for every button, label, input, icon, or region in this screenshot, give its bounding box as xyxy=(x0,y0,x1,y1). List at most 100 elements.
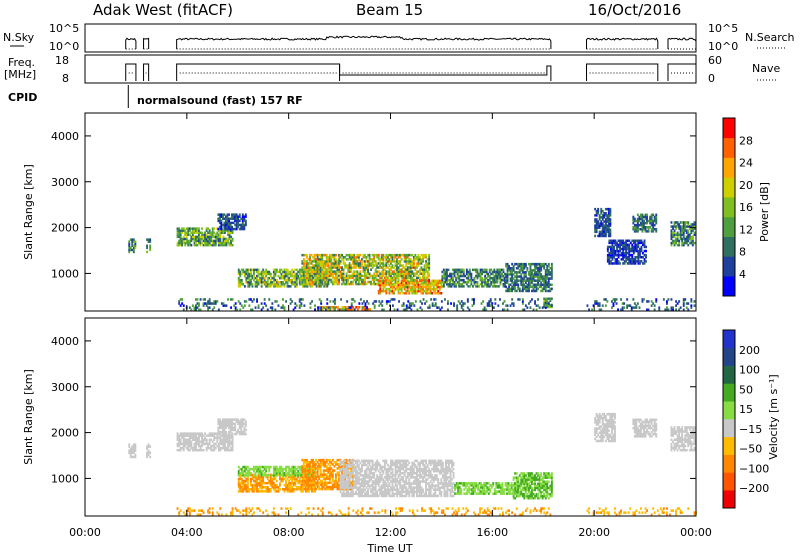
data-cell xyxy=(529,306,532,309)
data-cell xyxy=(459,268,462,272)
data-cell xyxy=(283,477,286,481)
data-cell xyxy=(237,481,240,485)
data-cell xyxy=(195,448,197,452)
data-cell xyxy=(129,246,132,250)
data-cell xyxy=(426,262,429,265)
data-cell xyxy=(306,262,308,265)
nsky-trace xyxy=(125,35,697,50)
data-cell xyxy=(251,490,254,493)
data-cell xyxy=(341,471,343,474)
data-cell xyxy=(344,476,347,479)
data-cell xyxy=(246,490,249,493)
data-cell xyxy=(235,432,238,436)
data-cell xyxy=(607,224,610,227)
data-cell xyxy=(538,271,541,274)
data-cell xyxy=(220,223,223,227)
data-cell xyxy=(544,299,547,302)
data-cell xyxy=(179,432,182,435)
data-cell xyxy=(304,272,307,275)
data-cell xyxy=(635,247,638,251)
data-cell xyxy=(237,285,240,288)
data-cell xyxy=(382,260,385,263)
data-cell xyxy=(400,281,403,285)
data-cell xyxy=(330,264,333,267)
data-cell xyxy=(594,207,597,211)
data-cell xyxy=(347,276,350,280)
data-cell xyxy=(178,231,181,234)
data-cell xyxy=(182,304,185,307)
data-cell xyxy=(610,239,612,242)
data-cell xyxy=(199,444,202,448)
data-cell xyxy=(440,292,443,295)
data-cell xyxy=(684,227,687,230)
data-cell xyxy=(386,253,389,257)
data-cell xyxy=(211,227,214,230)
data-cell xyxy=(234,223,237,227)
data-cell xyxy=(338,458,340,462)
data-cell xyxy=(529,269,532,272)
data-cell xyxy=(382,285,385,289)
data-cell xyxy=(608,260,611,263)
data-cell xyxy=(401,304,404,307)
data-cell xyxy=(327,266,330,269)
data-cell xyxy=(611,300,613,303)
data-cell xyxy=(222,213,224,216)
data-cell xyxy=(207,442,210,446)
nsearch-label: N.Search xyxy=(745,31,795,44)
data-cell xyxy=(687,235,690,239)
data-cell xyxy=(282,472,284,475)
data-cell xyxy=(376,272,379,275)
data-cell xyxy=(232,215,235,218)
data-cell xyxy=(196,440,199,444)
data-cell xyxy=(266,285,269,288)
data-cell xyxy=(291,477,294,481)
data-cell xyxy=(185,438,188,441)
data-cell xyxy=(283,272,286,276)
data-cell xyxy=(283,308,286,311)
data-cell xyxy=(228,231,231,234)
data-cell xyxy=(462,278,465,282)
data-cell xyxy=(178,233,181,236)
data-cell xyxy=(693,241,696,245)
data-cell xyxy=(241,422,244,425)
data-cell xyxy=(339,482,342,485)
data-cell xyxy=(547,273,550,276)
data-cell xyxy=(256,465,258,469)
data-cell xyxy=(224,304,226,307)
data-cell xyxy=(222,239,225,243)
data-cell xyxy=(202,448,205,452)
data-cell xyxy=(488,274,491,278)
data-cell xyxy=(412,285,415,289)
data-cell xyxy=(262,276,265,280)
data-cell xyxy=(310,483,313,487)
data-cell xyxy=(619,247,621,251)
data-cell xyxy=(406,285,409,289)
data-cell xyxy=(468,285,471,288)
data-cell xyxy=(601,224,604,227)
data-cell xyxy=(328,278,331,282)
data-cell xyxy=(147,453,150,457)
data-cell xyxy=(603,224,606,227)
data-cell xyxy=(456,304,459,307)
data-cell xyxy=(229,420,232,423)
data-cell xyxy=(485,270,488,274)
freq-label-1: Freq. xyxy=(8,56,35,69)
data-cell xyxy=(403,287,406,291)
data-cell xyxy=(641,219,644,223)
data-cell xyxy=(302,274,305,278)
data-cell xyxy=(673,221,676,224)
data-cell xyxy=(629,241,632,245)
data-cell xyxy=(690,231,693,234)
data-cell xyxy=(546,300,549,303)
data-cell xyxy=(330,274,333,278)
data-cell xyxy=(613,249,615,253)
data-cell xyxy=(300,270,303,274)
data-cell xyxy=(301,477,304,481)
data-cell xyxy=(382,279,385,283)
data-cell xyxy=(257,475,260,479)
data-cell xyxy=(291,274,294,278)
data-cell xyxy=(356,274,359,278)
data-cell xyxy=(465,283,468,286)
data-cell xyxy=(396,308,399,311)
data-cell xyxy=(205,229,208,232)
